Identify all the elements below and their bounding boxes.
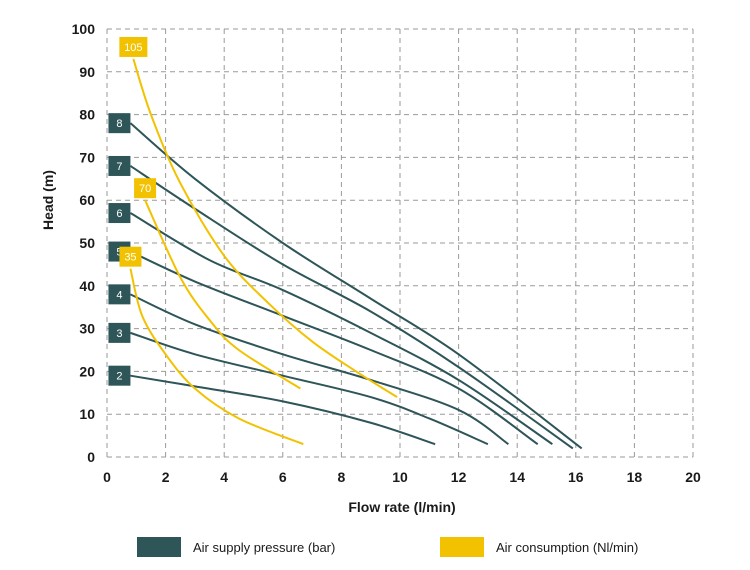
legend-swatch-consumption <box>440 537 484 557</box>
consumption-line-105 <box>132 58 398 398</box>
series-lines <box>129 58 583 450</box>
pressure-label-box <box>108 113 131 134</box>
consumption-label-35: 35 <box>124 252 136 264</box>
legend-label-pressure: Air supply pressure (bar) <box>193 539 336 555</box>
tick-labels: 0 2 4 6 8 10 12 14 16 18 20 0 10 20 30 40 50 60 70 80 90 100 <box>72 21 701 485</box>
x-tick-label: 8 <box>338 469 346 485</box>
legend-swatch-pressure <box>137 537 181 557</box>
x-tick-label: 20 <box>685 469 701 485</box>
y-tick-label: 80 <box>79 107 95 123</box>
pressure-label-box <box>108 322 131 343</box>
x-tick-label: 4 <box>220 469 228 485</box>
y-tick-label: 50 <box>79 235 95 251</box>
x-tick-label: 10 <box>392 469 408 485</box>
x-tick-label: 18 <box>627 469 643 485</box>
consumption-label-70: 70 <box>139 183 151 195</box>
x-tick-label: 14 <box>509 469 525 485</box>
consumption-label-box <box>119 246 142 267</box>
consumption-label-105: 105 <box>124 42 142 54</box>
x-tick-label: 0 <box>103 469 111 485</box>
pressure-label-6: 6 <box>116 208 122 220</box>
y-axis-title: Head (m) <box>40 170 56 230</box>
pressure-line-4 <box>130 293 509 445</box>
y-tick-label: 30 <box>79 321 95 337</box>
x-axis-title: Flow rate (l/min) <box>348 499 455 515</box>
consumption-label-box <box>134 178 157 199</box>
pressure-label-8: 8 <box>116 118 122 130</box>
y-tick-label: 20 <box>79 363 95 379</box>
consumption-line-70 <box>144 199 301 390</box>
pressure-label-box <box>108 365 131 386</box>
pressure-line-5 <box>130 250 539 445</box>
x-tick-label: 12 <box>451 469 467 485</box>
pressure-label-box <box>108 284 131 305</box>
legend-item-pressure: Air supply pressure (bar) <box>137 537 335 557</box>
pressure-label-7: 7 <box>116 161 122 173</box>
legend-label-consumption: Air consumption (Nl/min) <box>496 539 639 555</box>
pressure-label-box <box>108 155 131 176</box>
y-tick-label: 40 <box>79 278 95 294</box>
pressure-label-box <box>108 203 131 224</box>
y-tick-label: 0 <box>87 449 95 465</box>
pressure-line-3 <box>130 331 489 446</box>
pressure-line-8 <box>129 122 583 450</box>
pressure-line-2 <box>130 374 436 446</box>
grid <box>106 28 694 458</box>
y-tick-label: 10 <box>79 406 95 422</box>
x-tick-label: 16 <box>568 469 584 485</box>
pressure-label-3: 3 <box>116 328 122 340</box>
x-tick-label: 2 <box>162 469 170 485</box>
legend-item-consumption: Air consumption (Nl/min) <box>440 537 638 557</box>
y-tick-label: 100 <box>72 21 96 37</box>
pressure-label-2: 2 <box>116 371 122 383</box>
pressure-label-4: 4 <box>116 289 122 301</box>
pressure-line-6 <box>129 212 553 445</box>
y-tick-label: 70 <box>79 149 95 165</box>
series-labels: 23456783570105 <box>108 36 157 386</box>
y-tick-label: 90 <box>79 64 95 80</box>
consumption-line-35 <box>129 268 304 446</box>
x-tick-label: 6 <box>279 469 287 485</box>
pressure-line-7 <box>129 165 574 450</box>
consumption-label-box <box>119 36 148 57</box>
y-tick-label: 60 <box>79 192 95 208</box>
